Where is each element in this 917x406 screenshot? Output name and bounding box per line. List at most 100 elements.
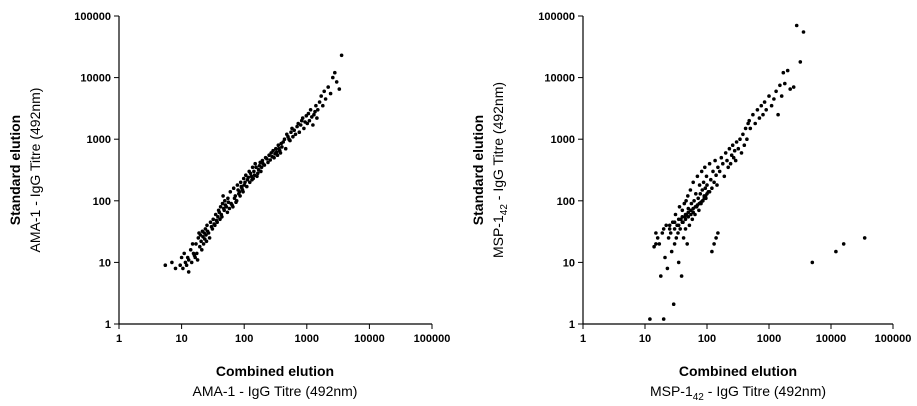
data-point bbox=[211, 217, 215, 222]
data-point bbox=[246, 175, 250, 180]
data-point bbox=[204, 239, 209, 244]
data-point bbox=[716, 165, 720, 170]
data-point bbox=[686, 215, 691, 219]
data-point bbox=[215, 220, 219, 224]
y-tick-label: 10000 bbox=[544, 73, 575, 85]
x-tick-label: 1000 bbox=[295, 333, 319, 345]
data-point bbox=[220, 201, 225, 206]
data-point bbox=[213, 212, 218, 217]
data-point bbox=[672, 227, 677, 231]
data-point bbox=[753, 121, 757, 126]
data-point bbox=[334, 80, 339, 84]
data-point bbox=[743, 126, 748, 131]
data-point bbox=[196, 236, 201, 240]
data-point bbox=[218, 205, 223, 209]
y-axis-title-bold: Standard elution bbox=[7, 115, 23, 225]
data-point bbox=[794, 23, 799, 28]
x-tick-label: 10000 bbox=[354, 333, 385, 345]
data-point bbox=[725, 158, 729, 163]
data-point bbox=[243, 180, 247, 185]
data-point bbox=[337, 87, 342, 91]
data-point bbox=[712, 242, 716, 246]
data-point bbox=[683, 217, 688, 222]
data-point bbox=[306, 111, 311, 116]
data-point bbox=[282, 137, 287, 141]
y-axis-title-rest: - IgG Titre (492nm) bbox=[490, 82, 506, 204]
data-point bbox=[676, 231, 680, 235]
data-point bbox=[281, 140, 286, 144]
data-point bbox=[764, 108, 768, 112]
data-point bbox=[717, 169, 722, 174]
data-point bbox=[198, 233, 203, 237]
data-point bbox=[291, 134, 295, 139]
data-point bbox=[712, 180, 716, 185]
x-axis-title-subscript: 42 bbox=[693, 392, 705, 403]
data-point bbox=[726, 165, 730, 170]
data-point bbox=[292, 128, 297, 132]
y-tick-label: 1000 bbox=[551, 134, 575, 146]
data-point bbox=[652, 244, 656, 249]
data-point bbox=[732, 148, 737, 153]
data-point bbox=[234, 199, 239, 203]
data-point bbox=[779, 94, 784, 98]
data-point bbox=[184, 263, 189, 268]
data-point bbox=[339, 53, 344, 58]
y-axis-title-main: MSP-1 bbox=[490, 215, 506, 258]
data-point bbox=[668, 231, 673, 235]
data-point bbox=[648, 317, 652, 321]
data-point bbox=[223, 199, 227, 203]
data-point bbox=[189, 260, 194, 265]
x-tick-label: 100000 bbox=[414, 333, 451, 345]
data-point bbox=[676, 260, 681, 265]
data-point bbox=[721, 161, 725, 166]
data-point bbox=[742, 143, 747, 147]
chart-msp142-points bbox=[648, 23, 867, 321]
data-point bbox=[268, 158, 273, 162]
chart-msp142: 1 10 100 1000 10000 100000 1 10 100 1000 10000 1000… bbox=[470, 11, 911, 403]
data-point bbox=[723, 151, 728, 155]
data-point bbox=[672, 220, 677, 224]
y-axis-title: AMA-1 - IgG Titre (492nm) bbox=[27, 88, 43, 253]
data-point bbox=[224, 205, 229, 209]
data-point bbox=[698, 192, 703, 196]
data-point bbox=[716, 231, 720, 235]
data-point bbox=[241, 176, 246, 181]
data-point bbox=[738, 137, 742, 141]
x-tick-label: 1 bbox=[116, 333, 122, 345]
data-point bbox=[661, 317, 666, 321]
data-point bbox=[225, 210, 230, 215]
data-point bbox=[314, 103, 318, 108]
data-point bbox=[710, 249, 714, 254]
data-point bbox=[736, 146, 741, 151]
data-point bbox=[194, 242, 198, 246]
data-point bbox=[745, 137, 749, 141]
data-point bbox=[248, 171, 253, 176]
data-point bbox=[163, 263, 168, 268]
data-point bbox=[711, 169, 715, 174]
chart-ama1-ticks: 1 10 100 1000 10000 100000 1 10 100 1000 10000 1000… bbox=[74, 11, 450, 345]
data-point bbox=[208, 220, 213, 224]
data-point bbox=[221, 194, 225, 198]
data-point bbox=[319, 94, 324, 98]
data-point bbox=[251, 176, 256, 181]
data-point bbox=[677, 205, 682, 209]
data-point bbox=[245, 184, 249, 189]
data-point bbox=[210, 227, 215, 231]
data-point bbox=[696, 196, 700, 201]
data-point bbox=[660, 231, 665, 235]
data-point bbox=[665, 266, 670, 271]
data-point bbox=[751, 112, 755, 117]
chart-ama1-axes bbox=[118, 16, 432, 325]
data-point bbox=[228, 190, 233, 194]
data-point bbox=[266, 160, 270, 165]
data-point bbox=[778, 83, 782, 88]
data-point bbox=[276, 143, 281, 147]
data-point bbox=[237, 190, 242, 194]
data-point bbox=[295, 124, 299, 129]
data-point bbox=[289, 130, 293, 134]
chart-ama1-points bbox=[163, 53, 344, 274]
data-point bbox=[233, 194, 238, 198]
data-point bbox=[308, 108, 313, 112]
data-point bbox=[722, 174, 727, 179]
